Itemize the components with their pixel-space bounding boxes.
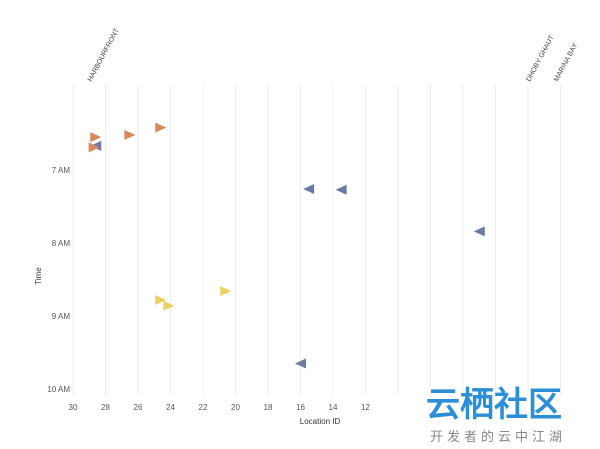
- triangle-marker: [163, 300, 175, 311]
- x-tick-label: 22: [199, 403, 208, 412]
- station-label: DHOBY GHAUT: [526, 34, 557, 83]
- triangle-marker: [335, 184, 347, 195]
- x-tick-label: 26: [134, 403, 143, 412]
- station-label: MARINA BAY: [553, 42, 579, 83]
- watermark-main: 云栖社区: [426, 385, 562, 425]
- watermark: 云栖社区 开发者的云中江湖: [426, 385, 566, 445]
- triangle-marker: [88, 142, 100, 153]
- triangle-marker: [220, 286, 232, 297]
- triangle-marker: [90, 132, 102, 143]
- x-tick-label: 12: [361, 403, 370, 412]
- x-tick-label: 14: [329, 403, 338, 412]
- x-tick-label: 18: [264, 403, 273, 412]
- y-axis-title: Time: [34, 267, 43, 285]
- x-tick-label: 16: [296, 403, 305, 412]
- x-tick-label: 28: [101, 403, 110, 412]
- watermark-sub: 开发者的云中江湖: [430, 429, 566, 445]
- station-label: HARBOURFRONT: [87, 27, 121, 83]
- y-tick-label: 8 AM: [52, 239, 71, 248]
- data-points: [88, 122, 485, 369]
- y-tick-label: 7 AM: [52, 166, 71, 175]
- y-tick-labels: 7 AM 8 AM 9 AM 10 AM: [47, 166, 70, 394]
- x-tick-labels: 30 28 26 24 22 20 18 16 14 12: [69, 403, 371, 412]
- x-tick-label: 24: [166, 403, 175, 412]
- triangle-marker: [155, 122, 167, 133]
- x-tick-label: 30: [69, 403, 78, 412]
- triangle-marker: [124, 129, 136, 140]
- x-axis-title: Location ID: [300, 417, 341, 426]
- triangle-marker: [155, 294, 167, 305]
- y-tick-label: 9 AM: [52, 312, 71, 321]
- grid-layer: [72, 85, 561, 395]
- x-tick-label: 20: [231, 403, 240, 412]
- triangle-marker: [473, 226, 485, 237]
- triangle-marker: [303, 183, 315, 194]
- y-tick-label: 10 AM: [47, 385, 70, 394]
- triangle-marker: [295, 358, 306, 369]
